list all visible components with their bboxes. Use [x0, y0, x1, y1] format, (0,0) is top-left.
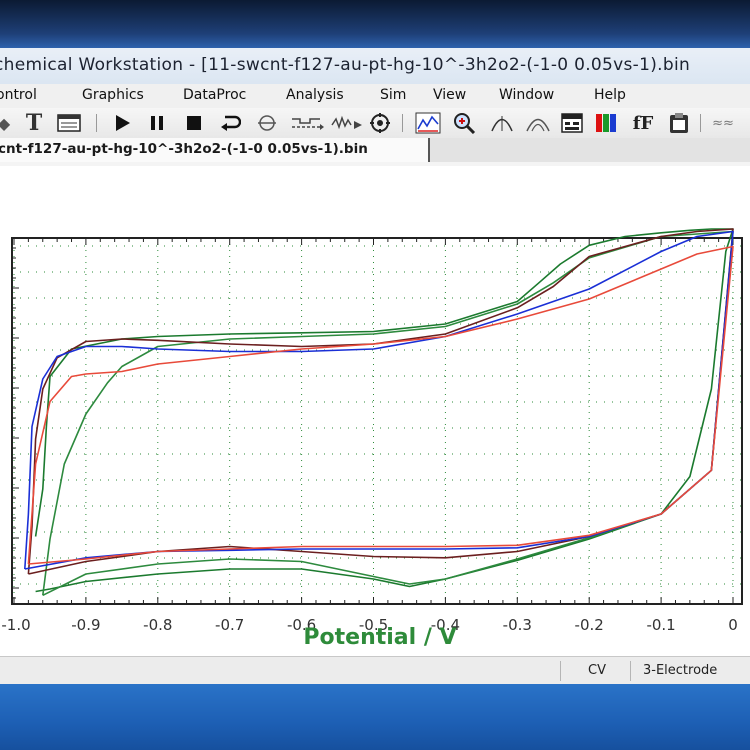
pause-icon[interactable] — [146, 112, 168, 134]
menu-bar: ontrol Graphics DataProc Analysis Sim Vi… — [0, 84, 750, 108]
app-window: chemical Workstation - [11-swcnt-f127-au… — [0, 48, 750, 685]
status-separator — [560, 661, 561, 681]
toolbar-separator — [96, 114, 97, 132]
cv-chart[interactable]: -1.0 -0.9 -0.8 -0.7 -0.6 -0.5 -0.4 -0.3 -0.2 -0.1… — [0, 166, 750, 656]
menu-graphics[interactable]: Graphics — [82, 87, 144, 103]
document-tab[interactable]: cnt-f127-au-pt-hg-10^-3h2o2-(-1-0 0.05vs… — [0, 138, 430, 162]
menu-sim[interactable]: Sim — [380, 87, 407, 103]
settings-icon[interactable] — [367, 112, 393, 134]
noise-icon[interactable] — [330, 112, 364, 134]
toolbar-separator — [700, 114, 701, 132]
text-tool-icon[interactable]: T — [25, 110, 43, 136]
clipboard-icon[interactable] — [666, 112, 692, 134]
menu-analysis[interactable]: Analysis — [286, 87, 344, 103]
menu-control[interactable]: ontrol — [0, 87, 37, 103]
x-tick-label: -0.2 — [575, 616, 604, 634]
desktop-taskbar-area — [0, 684, 750, 750]
grid-icon[interactable] — [559, 112, 585, 134]
x-tick-label: -0.7 — [215, 616, 244, 634]
status-separator — [630, 661, 631, 681]
partial-tool-icon[interactable]: ◆ — [0, 113, 11, 133]
peak-outline-icon[interactable] — [524, 112, 552, 134]
window-title: chemical Workstation - [11-swcnt-f127-au… — [0, 55, 691, 75]
series-layer — [24, 228, 734, 597]
status-bar: CV 3-Electrode — [0, 656, 750, 685]
x-tick-label: 0 — [728, 616, 738, 634]
title-bar[interactable]: chemical Workstation - [11-swcnt-f127-au… — [0, 48, 750, 84]
x-tick-label: -0.8 — [143, 616, 172, 634]
toolbar-separator — [402, 114, 403, 132]
target-icon[interactable] — [255, 112, 279, 134]
x-tick-label: -0.1 — [646, 616, 675, 634]
reverse-icon[interactable] — [218, 112, 242, 134]
menu-view[interactable]: View — [433, 87, 467, 103]
zoom-icon[interactable] — [451, 112, 477, 134]
cv-curve-4 — [24, 230, 734, 570]
status-electrode: 3-Electrode — [643, 663, 718, 678]
x-tick-label: -0.4 — [431, 616, 460, 634]
x-tick-label: -0.5 — [359, 616, 388, 634]
graph-icon[interactable] — [414, 112, 442, 134]
stop-icon[interactable] — [183, 112, 205, 134]
tab-strip — [430, 138, 750, 162]
cv-curve-2 — [42, 230, 734, 597]
document-tab-label: cnt-f127-au-pt-hg-10^-3h2o2-(-1-0 0.05vs… — [0, 141, 368, 157]
x-tick-labels: -1.0 -0.9 -0.8 -0.7 -0.6 -0.5 -0.4 -0.3 -0.2 -0.1… — [1, 616, 737, 634]
plot-area[interactable]: -1.0 -0.9 -0.8 -0.7 -0.6 -0.5 -0.4 -0.3 -0.2 -0.1… — [0, 166, 750, 656]
cv-curve-3 — [27, 228, 734, 575]
status-mode: CV — [588, 663, 606, 678]
x-tick-label: -1.0 — [1, 616, 30, 634]
toolbar: ◆ T — [0, 108, 750, 138]
peak-icon[interactable] — [489, 112, 515, 134]
more-tools-icon[interactable]: ≈≈ — [712, 115, 734, 131]
plot-frame — [11, 237, 743, 605]
cv-curve-1 — [34, 228, 734, 593]
color-icon[interactable] — [593, 112, 619, 134]
table-icon[interactable] — [56, 112, 82, 134]
menu-dataproc[interactable]: DataProc — [183, 87, 247, 103]
font-icon[interactable]: fF — [632, 112, 654, 134]
menu-window[interactable]: Window — [499, 87, 555, 103]
monitor-bezel — [0, 0, 750, 48]
minor-ticks — [12, 237, 734, 604]
step-icon[interactable] — [290, 112, 324, 134]
run-icon[interactable] — [110, 112, 134, 134]
x-tick-label: -0.6 — [287, 616, 316, 634]
menu-help[interactable]: Help — [594, 87, 626, 103]
x-tick-label: -0.9 — [71, 616, 100, 634]
cv-curve-5 — [27, 245, 734, 565]
x-axis-label: Potential / V — [303, 625, 456, 650]
x-tick-label: -0.3 — [503, 616, 532, 634]
